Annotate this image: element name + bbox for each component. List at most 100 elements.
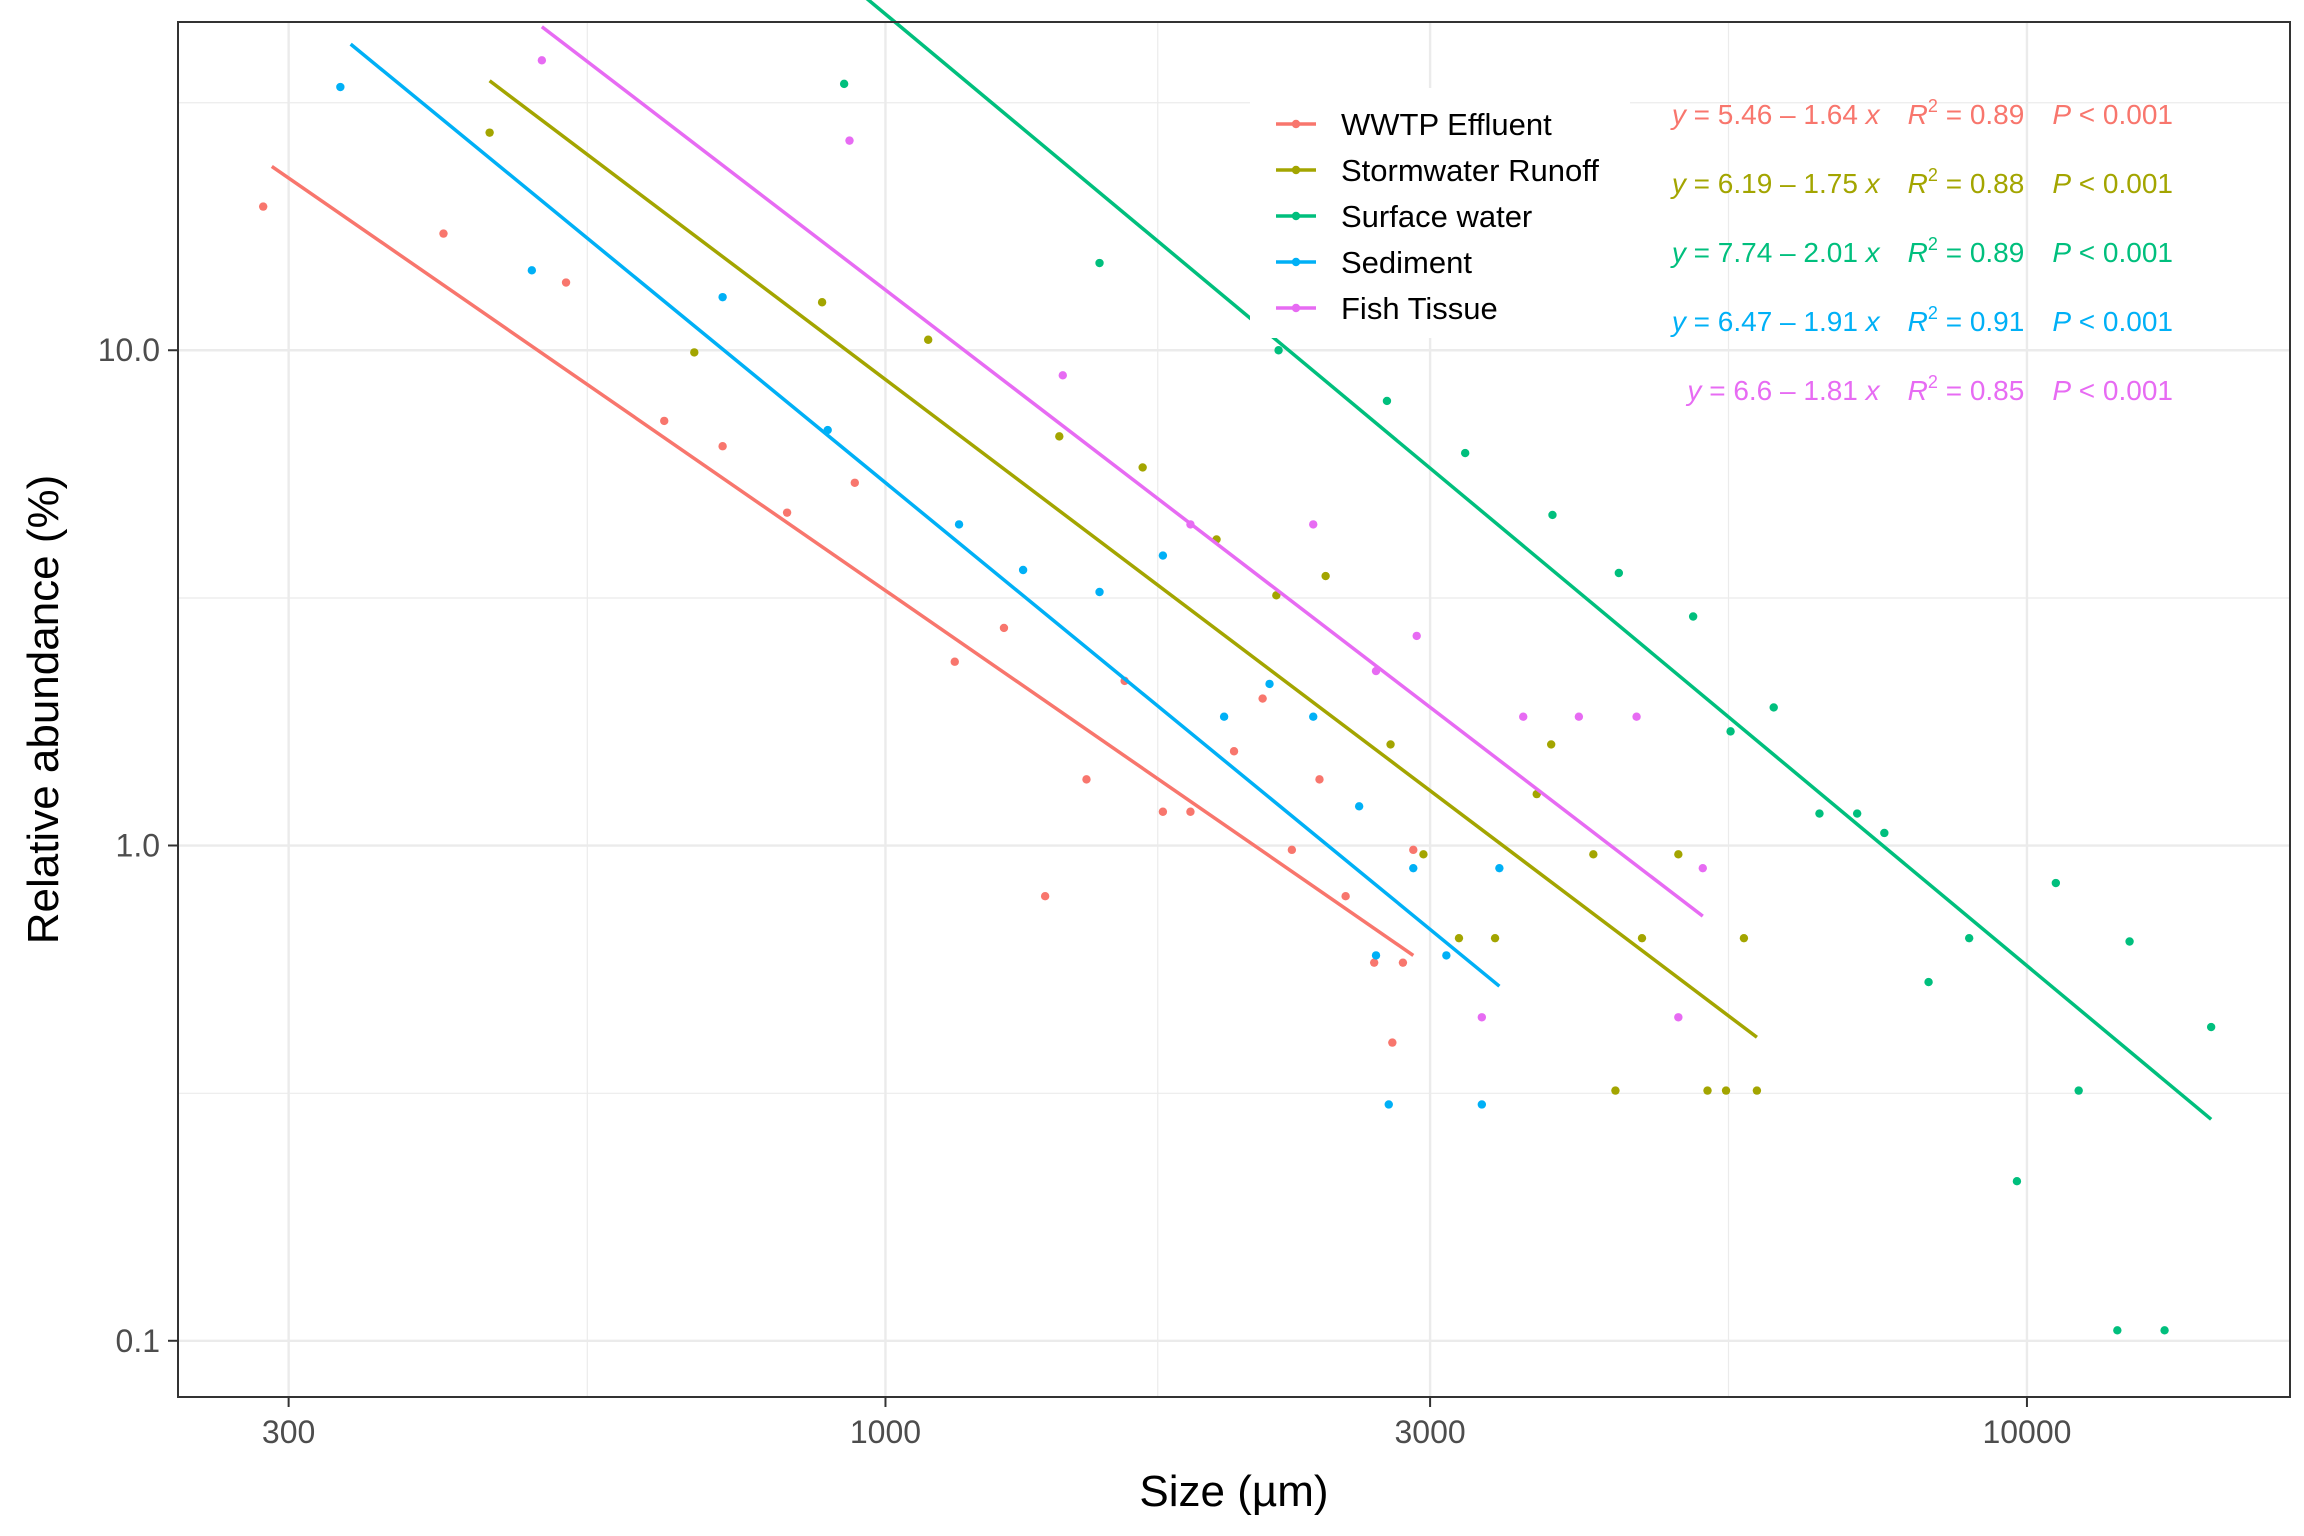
data-point <box>1674 850 1683 859</box>
legend-item: Surface water <box>1276 199 1532 234</box>
legend-item: Fish Tissue <box>1276 291 1498 326</box>
equation-gap <box>1880 168 1908 199</box>
equation-part-rsup: 2 <box>1928 234 1938 254</box>
regression-equation: y = 7.74 – 2.01 x R2 = 0.89 P < 0.001 <box>1670 234 2173 268</box>
data-point <box>718 442 727 451</box>
data-point <box>1186 807 1195 816</box>
equation-part-x: x <box>1864 237 1881 268</box>
data-point <box>1548 510 1557 520</box>
data-point <box>1574 712 1584 721</box>
equation-gap <box>1880 375 1908 406</box>
data-point <box>336 82 345 92</box>
regression-equation: y = 5.46 – 1.64 x R2 = 0.89 P < 0.001 <box>1670 96 2173 130</box>
data-point <box>954 520 964 529</box>
data-point <box>1309 712 1318 721</box>
data-point <box>823 425 832 435</box>
data-point <box>1769 703 1778 712</box>
data-point <box>1386 740 1395 749</box>
y-tick-label: 0.1 <box>116 1323 160 1359</box>
data-point <box>1490 933 1500 943</box>
equation-part-r: R <box>1908 375 1928 406</box>
data-point <box>1688 612 1698 621</box>
legend-key-point <box>1291 211 1301 221</box>
data-point <box>950 657 959 666</box>
data-point <box>1186 520 1195 529</box>
equation-gap <box>2024 237 2052 268</box>
equation-part-p: P <box>2052 237 2071 268</box>
data-point <box>1321 571 1330 581</box>
data-point <box>258 202 268 211</box>
data-point <box>1924 977 1933 987</box>
data-point <box>1409 863 1418 873</box>
data-point <box>1703 1086 1712 1095</box>
data-point <box>1265 679 1274 689</box>
equation-gap <box>2024 306 2052 337</box>
equation-gap <box>2024 375 2052 406</box>
y-axis-title: Relative abundance (%) <box>19 475 68 945</box>
equation-part-rsup: 2 <box>1928 372 1938 392</box>
equation-part-p: P <box>2052 306 2071 337</box>
equation-part-pval: < 0.001 <box>2071 375 2173 406</box>
data-point <box>439 229 448 238</box>
x-tick-label: 300 <box>262 1414 315 1450</box>
data-point <box>2125 937 2134 946</box>
data-point <box>1721 1086 1731 1095</box>
legend-label: WWTP Effluent <box>1341 107 1552 142</box>
equation-part-rval: = 0.89 <box>1938 99 2024 130</box>
equation-part-pval: < 0.001 <box>2071 306 2173 337</box>
data-point <box>1158 807 1168 816</box>
data-point <box>690 348 699 357</box>
data-point <box>1419 850 1428 859</box>
data-point <box>1815 809 1824 818</box>
data-point <box>1371 951 1381 960</box>
legend-label: Fish Tissue <box>1341 291 1498 326</box>
x-tick-label: 10000 <box>1982 1414 2071 1450</box>
data-point <box>1158 551 1168 560</box>
y-tick-label: 10.0 <box>98 332 160 368</box>
regression-line <box>488 79 1758 1039</box>
data-point <box>1632 712 1641 721</box>
data-point <box>537 56 547 65</box>
data-point <box>1611 1086 1620 1095</box>
equation-part-x: x <box>1864 99 1881 130</box>
equation-part-eq: = 7.74 – 2.01 <box>1686 237 1866 268</box>
data-point <box>1614 568 1624 578</box>
data-point <box>1018 565 1028 575</box>
equation-part-y: y <box>1670 306 1688 337</box>
data-point <box>527 266 537 275</box>
equation-part-r: R <box>1908 99 1928 130</box>
data-point <box>660 416 669 426</box>
equation-part-p: P <box>2052 375 2071 406</box>
data-point <box>1852 809 1862 818</box>
data-point <box>2113 1326 2122 1335</box>
equation-part-y: y <box>1670 99 1688 130</box>
legend-item: Sediment <box>1276 245 1472 280</box>
data-point <box>1880 828 1889 838</box>
equation-part-eq: = 5.46 – 1.64 <box>1686 99 1866 130</box>
data-point <box>1477 1100 1487 1109</box>
equation-part-rval: = 0.91 <box>1938 306 2024 337</box>
x-axis-title: Size (µm) <box>1139 1467 1328 1516</box>
legend-label: Stormwater Runoff <box>1341 153 1599 188</box>
equation-part-x: x <box>1864 306 1881 337</box>
equation-gap <box>1880 306 1908 337</box>
series-stormwater-runoff <box>485 79 1762 1095</box>
legend-key-point <box>1291 119 1301 129</box>
regression-equation: y = 6.47 – 1.91 x R2 = 0.91 P < 0.001 <box>1670 303 2173 337</box>
data-point <box>1460 448 1470 458</box>
regression-line <box>349 42 1501 988</box>
data-point <box>1371 666 1381 676</box>
equation-part-rsup: 2 <box>1928 303 1938 323</box>
equation-part-rval: = 0.88 <box>1938 168 2024 199</box>
data-point <box>845 136 854 145</box>
equation-part-pval: < 0.001 <box>2071 237 2173 268</box>
regression-line <box>540 25 1704 918</box>
data-point <box>1739 933 1749 943</box>
equation-part-x: x <box>1864 375 1881 406</box>
data-point <box>1589 850 1598 859</box>
data-point <box>718 292 727 302</box>
legend-key-point <box>1291 165 1301 175</box>
equation-part-r: R <box>1908 168 1928 199</box>
data-point <box>1040 892 1050 901</box>
